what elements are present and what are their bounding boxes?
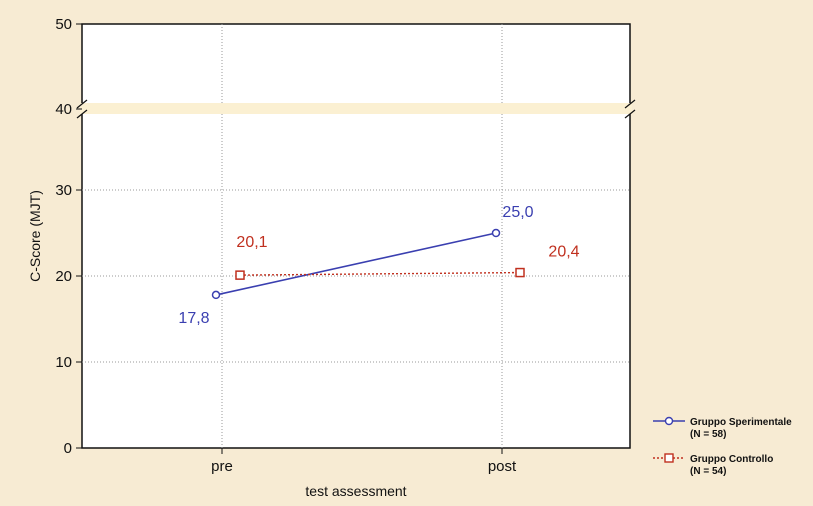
data-label-1-1: 20,4: [548, 244, 579, 261]
axis-break-band: [80, 103, 632, 114]
legend-item-1: Gruppo Controllo(N = 54): [653, 453, 773, 477]
x-tick-label-1: post: [488, 458, 517, 475]
y-tick-label-5: 50: [55, 16, 72, 33]
legend-sublabel-0: (N = 58): [690, 429, 726, 440]
legend-marker-0: [664, 416, 674, 426]
series-1: 20,1 20,4: [235, 234, 580, 280]
break-mark-top-1: [624, 99, 636, 109]
break-mark-bottom-0: [76, 109, 88, 119]
legend-item-0: Gruppo Sperimentale(N = 58): [653, 416, 792, 440]
x-tick-label-0: pre: [211, 458, 233, 475]
legend-marker-1: [664, 453, 674, 463]
data-label-0-1: 25,0: [502, 204, 533, 221]
y-tick-label-4: 40: [55, 101, 72, 118]
y-tick-label-0: 0: [64, 440, 72, 457]
break-mark-bottom-1: [624, 109, 636, 119]
series-layer: 17,8 25,0 20,1 20,4: [178, 204, 579, 327]
series-line-0: [215, 232, 497, 296]
legend-label-0: Gruppo Sperimentale: [690, 417, 792, 428]
point-0-1: [491, 228, 501, 238]
x-axis-label: test assessment: [305, 483, 406, 499]
y-axis-ticks: 0 10 20 30 40 50: [55, 16, 636, 457]
legend-sublabel-1: (N = 54): [690, 466, 726, 477]
plot-area: [81, 23, 631, 449]
y-tick-label-2: 20: [55, 268, 72, 285]
data-label-1-0: 20,1: [236, 234, 267, 251]
series-line-1: [239, 271, 521, 276]
y-tick-label-3: 30: [55, 182, 72, 199]
series-0: 17,8 25,0: [178, 204, 533, 327]
x-axis-ticks: pre post: [211, 448, 517, 475]
legend: Gruppo Sperimentale(N = 58) Gruppo Contro…: [653, 416, 792, 477]
point-1-0: [235, 270, 245, 280]
point-1-1: [515, 267, 525, 278]
legend-label-1: Gruppo Controllo: [690, 454, 773, 465]
point-0-0: [211, 290, 221, 300]
data-label-0-0: 17,8: [178, 310, 209, 327]
y-tick-label-1: 10: [55, 354, 72, 371]
y-axis-label: C-Score (MJT): [27, 190, 43, 282]
break-mark-top-0: [76, 99, 88, 109]
